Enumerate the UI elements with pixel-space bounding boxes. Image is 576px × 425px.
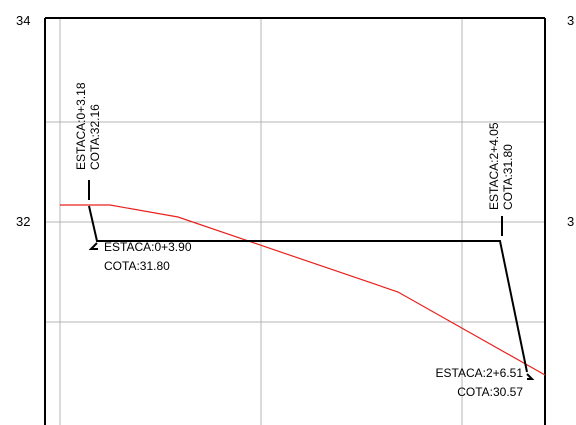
annotation-a3: ESTACA:2+4.05 COTA:31.80 [487,122,515,210]
annotation-a3-elevation: COTA:31.80 [501,144,515,210]
left-tick-34: 34 [16,13,30,28]
annotation-a4-station: ESTACA:2+6.51 [436,366,524,380]
grid [45,18,545,425]
leader-lines [88,180,535,380]
annotation-a2-station: ESTACA:0+3.90 [104,240,192,254]
terrain-profile-line [60,204,546,376]
right-tick-upper: 3 [567,13,574,28]
frame [44,17,546,425]
leader-a4 [526,373,535,380]
annotation-a1: ESTACA:0+3.18 COTA:32.16 [74,82,102,170]
design-grade-line [88,205,528,373]
right-tick-lower: 3 [567,214,574,229]
leader-a2 [88,242,98,250]
annotation-a3-station: ESTACA:2+4.05 [487,122,501,210]
annotation-a2-elevation: COTA:31.80 [104,259,170,273]
left-tick-32: 32 [16,214,30,229]
annotation-a4-elevation: COTA:30.57 [457,385,523,399]
annotation-a1-station: ESTACA:0+3.18 [74,82,88,170]
annotation-a1-elevation: COTA:32.16 [88,104,102,170]
